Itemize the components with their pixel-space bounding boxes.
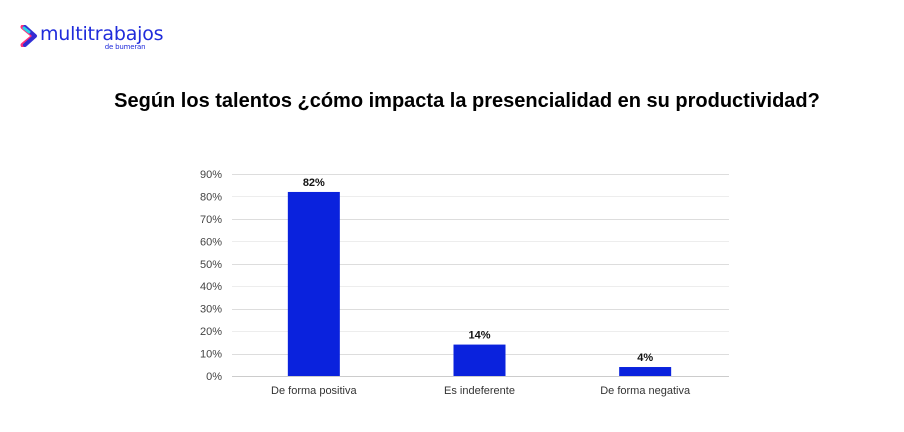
chevron-right-icon	[20, 25, 37, 47]
x-category-label: De forma positiva	[271, 385, 357, 397]
x-axis-categories: De forma positiva Es indeferente De forma …	[271, 385, 691, 397]
y-tick-label: 20%	[200, 326, 222, 338]
data-labels: 82% 14% 4%	[303, 177, 654, 364]
y-tick-label: 10%	[200, 349, 222, 361]
y-tick-label: 40%	[200, 281, 222, 293]
y-tick-label: 30%	[200, 304, 222, 316]
bar	[619, 367, 672, 376]
y-tick-label: 50%	[200, 259, 222, 271]
bar	[453, 344, 506, 376]
y-tick-label: 60%	[200, 236, 222, 248]
brand-name: multitrabajos de bumeran	[40, 22, 164, 51]
y-tick-label: 80%	[200, 191, 222, 203]
chart-title-wrap: Según los talentos ¿cómo impacta la pres…	[0, 90, 904, 113]
x-category-label: De forma negativa	[600, 385, 691, 397]
data-label: 4%	[637, 352, 653, 364]
y-tick-label: 90%	[200, 169, 222, 181]
chart-title: Según los talentos ¿cómo impacta la pres…	[114, 90, 820, 112]
y-tick-label: 70%	[200, 214, 222, 226]
data-label: 14%	[468, 330, 490, 342]
data-label: 82%	[303, 177, 325, 189]
y-axis-ticks: 0% 10% 20% 30% 40% 50% 60% 70% 80% 90%	[200, 169, 222, 383]
brand-name-text: multitrabajos	[40, 23, 164, 45]
bar	[287, 191, 340, 376]
brand-subtitle: de bumeran	[104, 43, 146, 51]
x-category-label: Es indeferente	[444, 385, 515, 397]
brand-logo: multitrabajos de bumeran	[20, 22, 164, 52]
bars	[287, 191, 672, 376]
y-tick-label: 0%	[206, 371, 222, 383]
